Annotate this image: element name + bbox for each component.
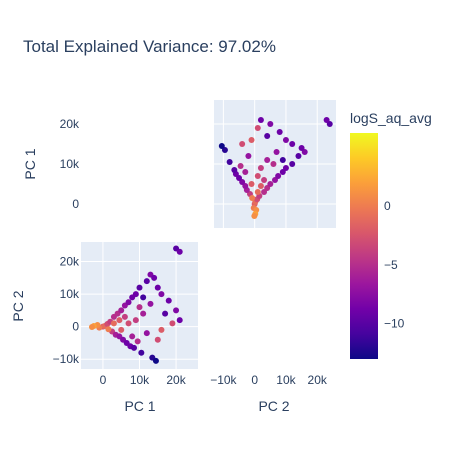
x-tick-label-left: 0 bbox=[100, 373, 107, 387]
data-point bbox=[132, 317, 139, 324]
data-point bbox=[276, 129, 283, 135]
data-point bbox=[273, 149, 280, 155]
data-point bbox=[257, 165, 264, 171]
data-point bbox=[140, 294, 147, 301]
y-tick-label-top: 10k bbox=[60, 157, 80, 171]
data-point bbox=[116, 317, 123, 324]
colorbar-tick-label: −10 bbox=[384, 317, 405, 331]
data-point bbox=[298, 145, 305, 151]
data-point bbox=[143, 330, 150, 337]
data-point bbox=[267, 181, 274, 187]
data-point bbox=[231, 167, 238, 173]
data-point bbox=[154, 336, 161, 343]
x-tick-label-right: 20k bbox=[308, 373, 328, 387]
data-point bbox=[176, 317, 183, 324]
x-tick-label-right: 10k bbox=[276, 373, 296, 387]
x-tick-label-left: 20k bbox=[166, 373, 186, 387]
y-tick-label-bottom: 0 bbox=[72, 320, 79, 334]
y-tick-label-bottom: 10k bbox=[60, 287, 80, 301]
data-point bbox=[169, 320, 176, 327]
data-point bbox=[267, 121, 274, 127]
data-point bbox=[105, 326, 112, 333]
data-point bbox=[282, 137, 289, 143]
colorbar-title: logS_aq_avg bbox=[350, 110, 432, 126]
data-point bbox=[125, 320, 132, 327]
data-point bbox=[248, 181, 255, 187]
data-point bbox=[125, 299, 132, 306]
data-point bbox=[165, 297, 172, 304]
chart-title: Total Explained Variance: 97.02% bbox=[23, 37, 276, 56]
data-point bbox=[282, 165, 289, 171]
x-tick-label-right: −10k bbox=[210, 373, 237, 387]
points-lower-left bbox=[88, 245, 183, 364]
data-point bbox=[136, 284, 143, 291]
points-upper-right bbox=[218, 117, 333, 219]
data-point bbox=[279, 157, 286, 163]
y-axis-title-bottom: PC 2 bbox=[10, 290, 26, 321]
data-point bbox=[275, 173, 282, 179]
data-point bbox=[257, 117, 264, 123]
data-point bbox=[251, 213, 258, 219]
colorbar-ticks: 0 −5 −10 bbox=[384, 199, 405, 331]
y-tick-label-top: 20k bbox=[60, 117, 80, 131]
data-point bbox=[152, 357, 159, 364]
data-point bbox=[323, 117, 330, 123]
data-point bbox=[245, 153, 252, 159]
data-point bbox=[264, 133, 271, 139]
colorbar-tick-label: −5 bbox=[384, 258, 398, 272]
data-point bbox=[295, 153, 302, 159]
x-tick-label-left: 10k bbox=[130, 373, 150, 387]
y-tick-label-bottom: −10k bbox=[53, 352, 80, 366]
data-point bbox=[239, 141, 246, 147]
data-point bbox=[249, 195, 256, 201]
data-point bbox=[289, 161, 296, 167]
tick-labels: 0 10k 20k −10k 0 10k 20k 0 10k 20k −10k 0 10k 20k bbox=[53, 117, 328, 387]
data-point bbox=[88, 323, 95, 330]
data-point bbox=[254, 125, 261, 131]
data-point bbox=[218, 143, 225, 149]
data-point bbox=[151, 274, 158, 281]
data-point bbox=[118, 326, 125, 333]
data-point bbox=[138, 349, 145, 356]
data-point bbox=[143, 278, 150, 285]
data-point bbox=[270, 161, 277, 167]
x-axis-title-left: PC 1 bbox=[124, 398, 155, 414]
data-point bbox=[134, 338, 141, 345]
data-point bbox=[176, 248, 183, 255]
data-point bbox=[237, 163, 244, 169]
data-point bbox=[121, 313, 128, 320]
data-point bbox=[132, 291, 139, 298]
y-tick-label-bottom: 20k bbox=[60, 255, 80, 269]
data-point bbox=[248, 137, 255, 143]
data-point bbox=[129, 333, 136, 340]
data-point bbox=[257, 183, 264, 189]
y-tick-label-top: 0 bbox=[72, 197, 79, 211]
x-axis-title-right: PC 2 bbox=[258, 398, 289, 414]
data-point bbox=[261, 177, 268, 183]
data-point bbox=[131, 344, 138, 351]
x-tick-label-right: 0 bbox=[251, 373, 258, 387]
data-point bbox=[264, 157, 271, 163]
data-point bbox=[110, 320, 117, 327]
data-point bbox=[254, 173, 261, 179]
data-point bbox=[254, 189, 261, 195]
data-point bbox=[136, 304, 143, 311]
y-axis-title-top: PC 1 bbox=[22, 148, 38, 179]
colorbar bbox=[350, 133, 378, 359]
data-point bbox=[158, 291, 165, 298]
data-point bbox=[147, 300, 154, 307]
data-point bbox=[242, 169, 249, 175]
data-point bbox=[158, 326, 165, 333]
data-point bbox=[118, 307, 125, 314]
data-point bbox=[140, 310, 147, 317]
data-point bbox=[289, 141, 296, 147]
data-point bbox=[226, 159, 233, 165]
colorbar-tick-label: 0 bbox=[384, 199, 391, 213]
data-point bbox=[162, 310, 169, 317]
data-point bbox=[154, 284, 161, 291]
data-point bbox=[173, 307, 180, 314]
